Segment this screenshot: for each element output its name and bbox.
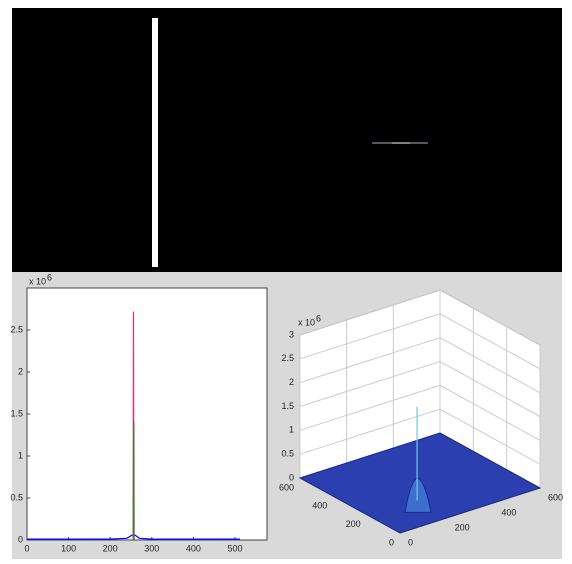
x-tick-label: 0 xyxy=(408,537,413,547)
y-tick-label: 600 xyxy=(279,482,294,492)
x-tick-label: 200 xyxy=(455,522,470,532)
multiplier-exponent: 6 xyxy=(316,313,321,323)
z-tick-label: 0.5 xyxy=(281,449,294,459)
page: x 10600.511.522.50100200300400500 00.511… xyxy=(0,0,572,559)
z-tick-label: 2.5 xyxy=(281,353,294,363)
multiplier-base: x 10 xyxy=(298,317,315,327)
z-tick-label: 1.5 xyxy=(281,401,294,411)
x-tick-label: 300 xyxy=(144,543,159,553)
z-tick-label: 0 xyxy=(289,472,294,482)
y-tick-label: 0 xyxy=(18,534,23,544)
figure: x 10600.511.522.50100200300400500 00.511… xyxy=(0,0,572,559)
x-tick-label: 500 xyxy=(227,543,242,553)
y-tick-label: 2 xyxy=(18,366,23,376)
image-bar xyxy=(152,18,158,267)
x-tick-label: 100 xyxy=(61,543,76,553)
x-tick-label: 200 xyxy=(103,543,118,553)
y-tick-label: 1 xyxy=(18,450,23,460)
z-tick-label: 2 xyxy=(289,377,294,387)
y-tick-label: 400 xyxy=(312,501,327,511)
y-tick-label: 0.5 xyxy=(10,492,23,502)
x-tick-label: 400 xyxy=(186,543,201,553)
x-tick-label: 600 xyxy=(548,492,563,502)
image-panel xyxy=(12,8,562,272)
multiplier-exponent: 6 xyxy=(47,272,52,282)
z-tick-label: 3 xyxy=(289,329,294,339)
x-tick-label: 0 xyxy=(24,543,29,553)
x-tick-label: 400 xyxy=(501,507,516,517)
z-tick-label: 1 xyxy=(289,425,294,435)
multiplier-base: x 10 xyxy=(29,276,46,286)
y-tick-label: 2.5 xyxy=(10,324,23,334)
y-tick-label: 0 xyxy=(389,537,394,547)
plot-area xyxy=(27,288,267,540)
y-tick-label: 1.5 xyxy=(10,408,23,418)
y-tick-label: 200 xyxy=(346,519,361,529)
